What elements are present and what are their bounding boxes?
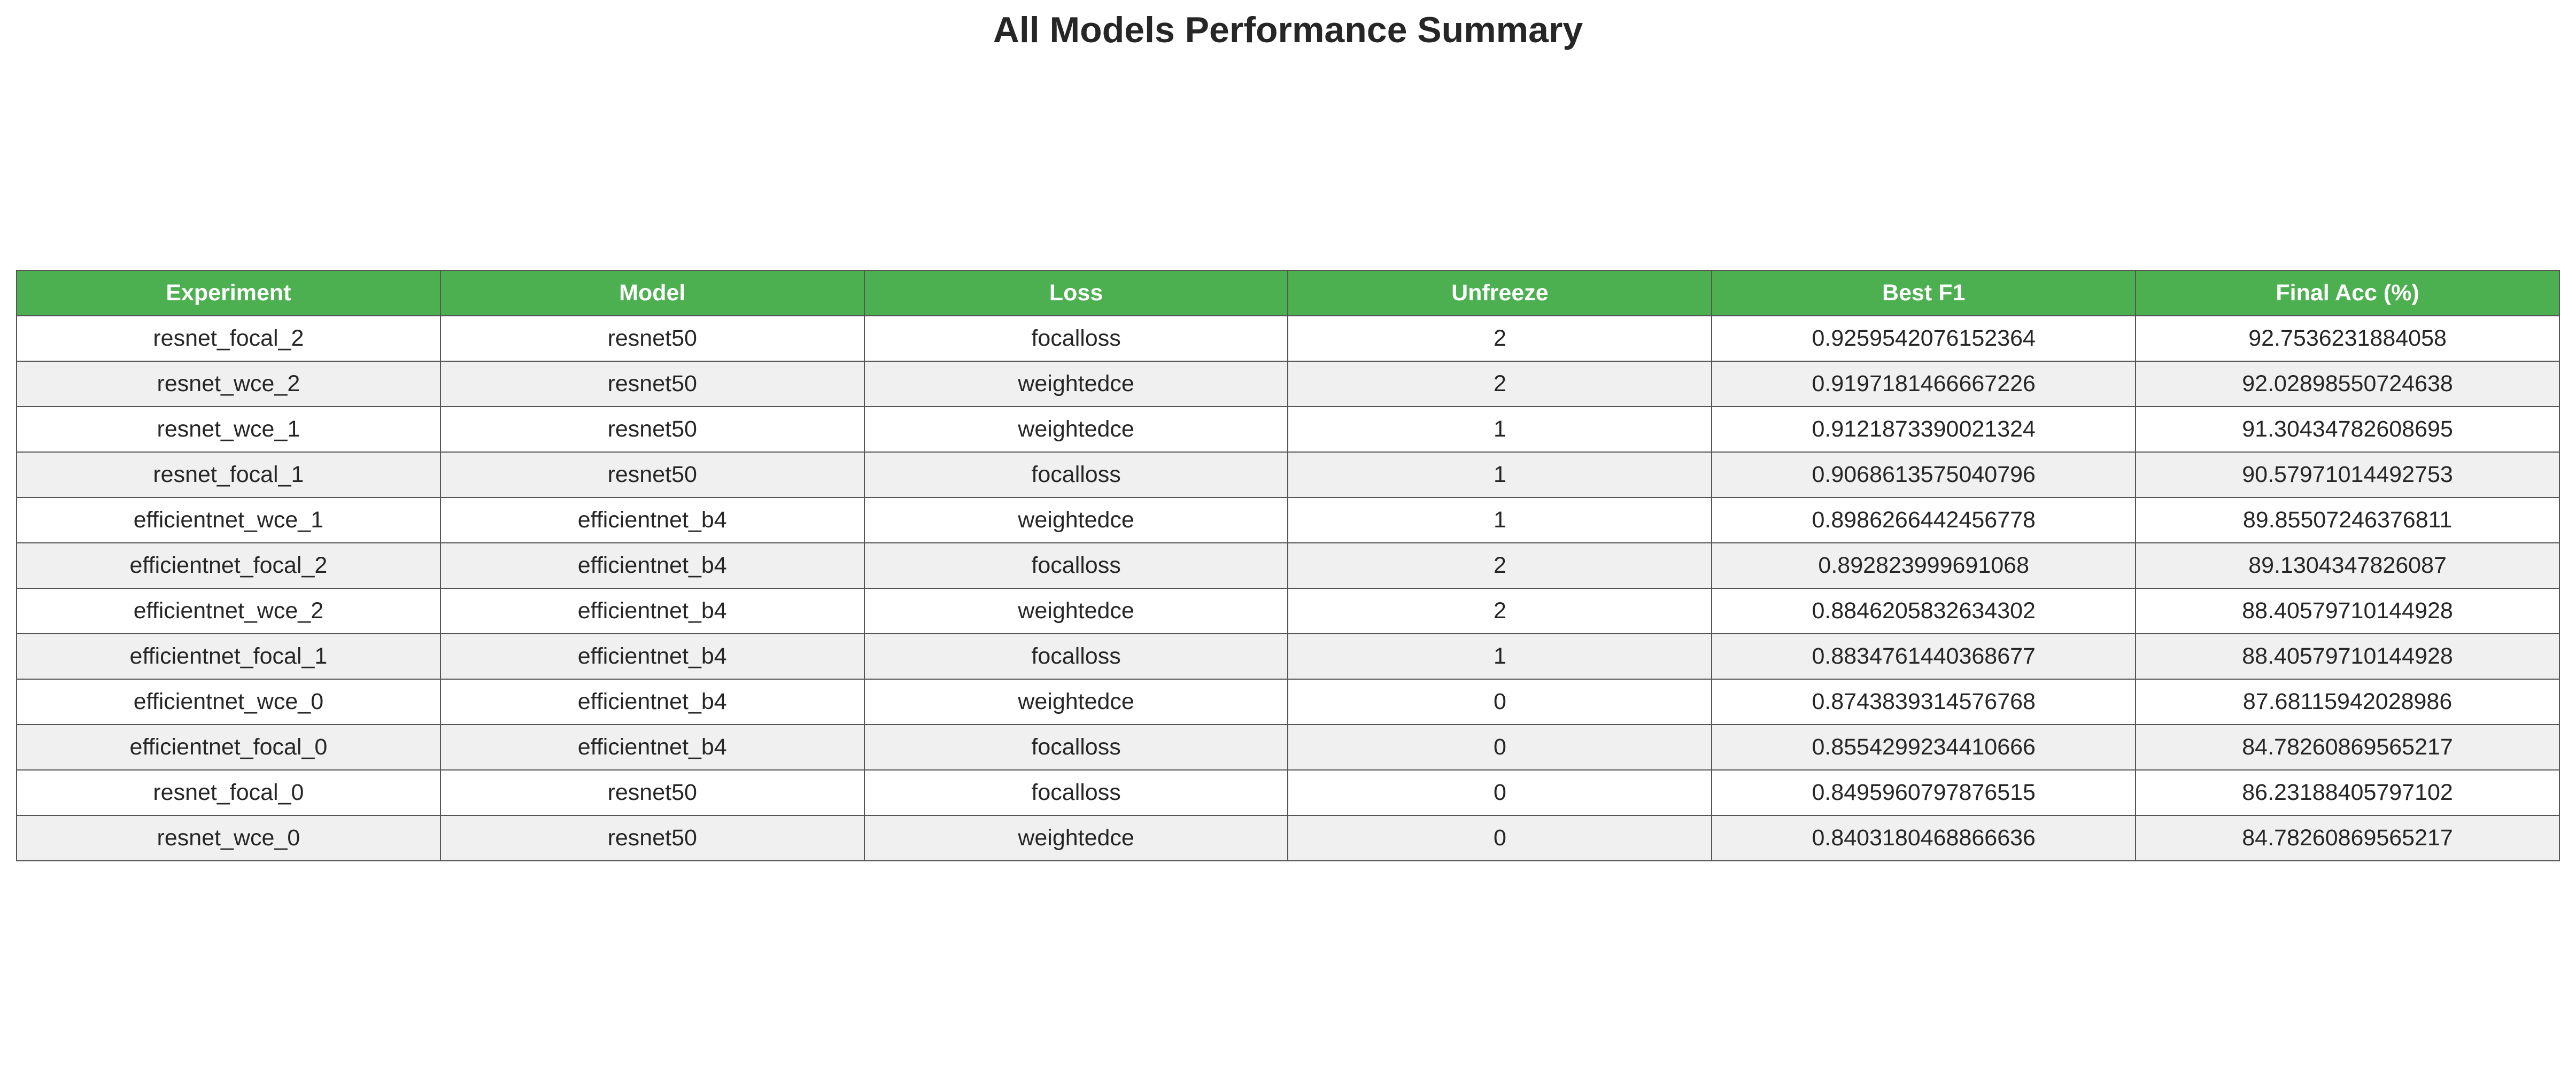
experiment-cell: resnet_focal_2 xyxy=(16,315,441,362)
best-f1-cell: 0.9259542076152364 xyxy=(1711,315,2137,362)
unfreeze-cell: 1 xyxy=(1287,452,1713,498)
unfreeze-cell: 2 xyxy=(1287,588,1713,634)
final-acc-cell: 84.78260869565217 xyxy=(2135,815,2560,861)
best-f1-cell: 0.892823999691068 xyxy=(1711,542,2137,589)
experiment-cell: efficientnet_focal_0 xyxy=(16,724,441,771)
final-acc-cell: 90.57971014492753 xyxy=(2135,452,2560,498)
column-header-loss: Loss xyxy=(863,270,1289,316)
unfreeze-cell: 0 xyxy=(1287,815,1713,861)
column-header-unfreeze: Unfreeze xyxy=(1287,270,1713,316)
loss-cell: focalloss xyxy=(863,542,1289,589)
best-f1-cell: 0.9068613575040796 xyxy=(1711,452,2137,498)
final-acc-cell: 86.23188405797102 xyxy=(2135,769,2560,816)
unfreeze-cell: 2 xyxy=(1287,361,1713,407)
model-cell: efficientnet_b4 xyxy=(439,542,865,589)
best-f1-cell: 0.8743839314576768 xyxy=(1711,679,2137,725)
table-row: efficientnet_focal_0 efficientnet_b4 focal… xyxy=(16,724,2560,771)
table-row: efficientnet_focal_2 efficientnet_b4 focal… xyxy=(16,542,2560,589)
loss-cell: weightedce xyxy=(863,497,1289,543)
header-row: Experiment Model Loss Unfreeze Best F1 F… xyxy=(16,270,2560,316)
model-cell: efficientnet_b4 xyxy=(439,588,865,634)
table-row: resnet_wce_1 resnet50 weightedce 1 0.9121873… xyxy=(16,406,2560,453)
experiment-cell: efficientnet_wce_1 xyxy=(16,497,441,543)
best-f1-cell: 0.8495960797876515 xyxy=(1711,769,2137,816)
table-row: resnet_focal_2 resnet50 focalloss 2 0.925954… xyxy=(16,315,2560,362)
table-row: efficientnet_focal_1 efficientnet_b4 focal… xyxy=(16,633,2560,680)
experiment-cell: efficientnet_wce_0 xyxy=(16,679,441,725)
model-cell: efficientnet_b4 xyxy=(439,497,865,543)
experiment-cell: efficientnet_focal_2 xyxy=(16,542,441,589)
experiment-cell: resnet_focal_1 xyxy=(16,452,441,498)
experiment-cell: efficientnet_focal_1 xyxy=(16,633,441,680)
best-f1-cell: 0.8986266442456778 xyxy=(1711,497,2137,543)
table-row: resnet_focal_1 resnet50 focalloss 1 0.906861… xyxy=(16,452,2560,498)
experiment-cell: resnet_wce_1 xyxy=(16,406,441,453)
loss-cell: focalloss xyxy=(863,724,1289,771)
best-f1-cell: 0.9121873390021324 xyxy=(1711,406,2137,453)
loss-cell: weightedce xyxy=(863,361,1289,407)
final-acc-cell: 92.02898550724638 xyxy=(2135,361,2560,407)
unfreeze-cell: 0 xyxy=(1287,679,1713,725)
unfreeze-cell: 1 xyxy=(1287,497,1713,543)
unfreeze-cell: 2 xyxy=(1287,315,1713,362)
table-body: resnet_focal_2 resnet50 focalloss 2 0.925954… xyxy=(16,315,2560,861)
loss-cell: weightedce xyxy=(863,406,1289,453)
unfreeze-cell: 1 xyxy=(1287,633,1713,680)
table-row: efficientnet_wce_2 efficientnet_b4 weighte… xyxy=(16,588,2560,634)
unfreeze-cell: 2 xyxy=(1287,542,1713,589)
final-acc-cell: 89.85507246376811 xyxy=(2135,497,2560,543)
loss-cell: weightedce xyxy=(863,588,1289,634)
unfreeze-cell: 1 xyxy=(1287,406,1713,453)
model-cell: efficientnet_b4 xyxy=(439,724,865,771)
model-cell: resnet50 xyxy=(439,815,865,861)
experiment-cell: resnet_focal_0 xyxy=(16,769,441,816)
loss-cell: focalloss xyxy=(863,769,1289,816)
column-header-model: Model xyxy=(439,270,865,316)
model-cell: efficientnet_b4 xyxy=(439,679,865,725)
table-header: Experiment Model Loss Unfreeze Best F1 F… xyxy=(16,270,2560,316)
table-row: resnet_wce_0 resnet50 weightedce 0 0.8403180… xyxy=(16,815,2560,861)
experiment-cell: resnet_wce_2 xyxy=(16,361,441,407)
loss-cell: weightedce xyxy=(863,679,1289,725)
performance-summary-table: Experiment Model Loss Unfreeze Best F1 F… xyxy=(16,270,2560,861)
best-f1-cell: 0.9197181466667226 xyxy=(1711,361,2137,407)
chart-title: All Models Performance Summary xyxy=(993,10,1583,50)
final-acc-cell: 88.40579710144928 xyxy=(2135,633,2560,680)
best-f1-cell: 0.8846205832634302 xyxy=(1711,588,2137,634)
loss-cell: focalloss xyxy=(863,315,1289,362)
loss-cell: focalloss xyxy=(863,633,1289,680)
model-cell: resnet50 xyxy=(439,769,865,816)
final-acc-cell: 91.30434782608695 xyxy=(2135,406,2560,453)
final-acc-cell: 92.7536231884058 xyxy=(2135,315,2560,362)
loss-cell: weightedce xyxy=(863,815,1289,861)
best-f1-cell: 0.8834761440368677 xyxy=(1711,633,2137,680)
unfreeze-cell: 0 xyxy=(1287,769,1713,816)
table-row: efficientnet_wce_0 efficientnet_b4 weighte… xyxy=(16,679,2560,725)
column-header-final-acc: Final Acc (%) xyxy=(2135,270,2560,316)
summary-table-container: Experiment Model Loss Unfreeze Best F1 F… xyxy=(16,270,2560,861)
model-cell: efficientnet_b4 xyxy=(439,633,865,680)
model-cell: resnet50 xyxy=(439,361,865,407)
table-row: efficientnet_wce_1 efficientnet_b4 weighte… xyxy=(16,497,2560,543)
column-header-experiment: Experiment xyxy=(16,270,441,316)
final-acc-cell: 89.1304347826087 xyxy=(2135,542,2560,589)
final-acc-cell: 88.40579710144928 xyxy=(2135,588,2560,634)
experiment-cell: resnet_wce_0 xyxy=(16,815,441,861)
column-header-best-f1: Best F1 xyxy=(1711,270,2137,316)
model-cell: resnet50 xyxy=(439,406,865,453)
final-acc-cell: 84.78260869565217 xyxy=(2135,724,2560,771)
unfreeze-cell: 0 xyxy=(1287,724,1713,771)
model-cell: resnet50 xyxy=(439,452,865,498)
model-cell: resnet50 xyxy=(439,315,865,362)
final-acc-cell: 87.68115942028986 xyxy=(2135,679,2560,725)
best-f1-cell: 0.8403180468866636 xyxy=(1711,815,2137,861)
best-f1-cell: 0.8554299234410666 xyxy=(1711,724,2137,771)
experiment-cell: efficientnet_wce_2 xyxy=(16,588,441,634)
table-row: resnet_focal_0 resnet50 focalloss 0 0.849596… xyxy=(16,769,2560,816)
loss-cell: focalloss xyxy=(863,452,1289,498)
table-row: resnet_wce_2 resnet50 weightedce 2 0.9197181… xyxy=(16,361,2560,407)
